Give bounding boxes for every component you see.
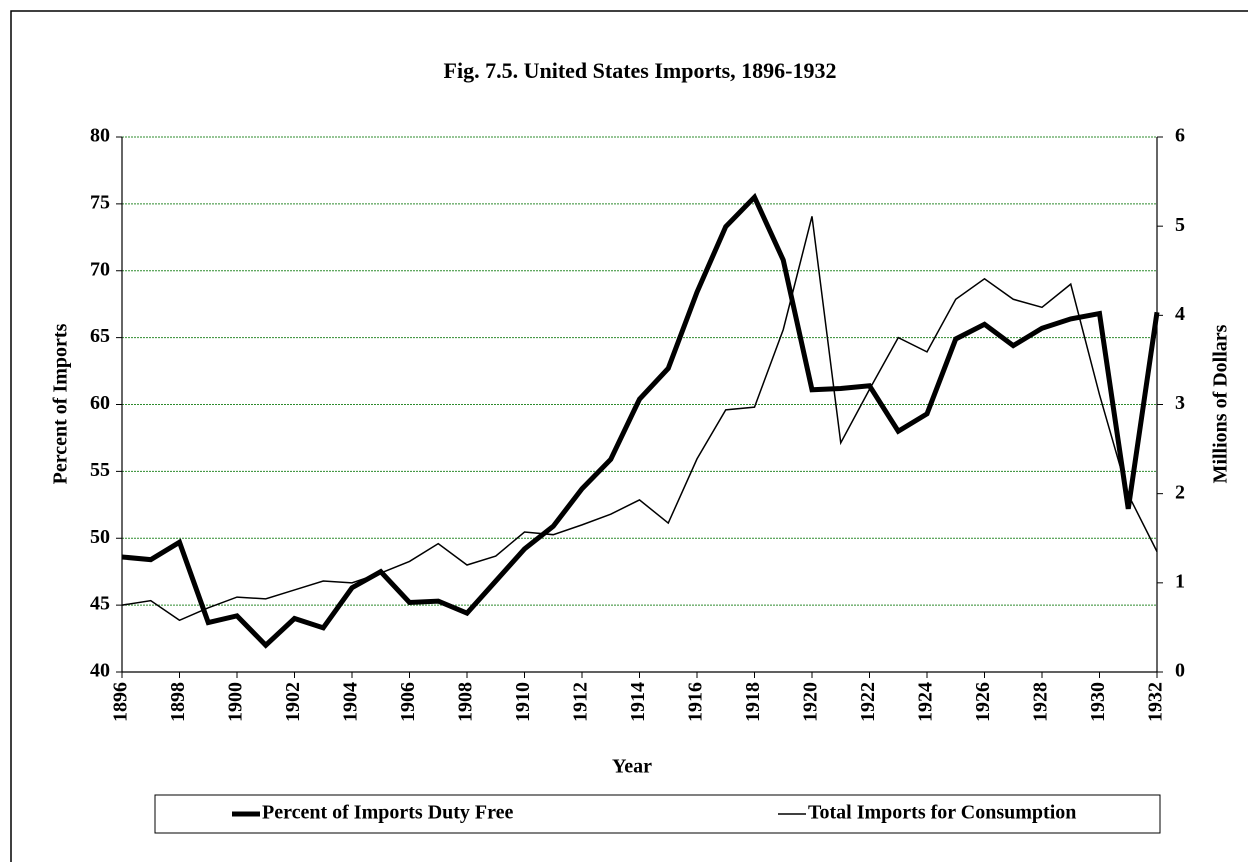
chart-frame (10, 10, 1248, 866)
x-tick-label: 1912 (570, 682, 592, 722)
x-tick-label: 1930 (1087, 682, 1109, 722)
x-tick-label: 1918 (742, 682, 764, 722)
y-tick-label: 70 (90, 258, 110, 280)
x-tick-label: 1916 (685, 682, 707, 722)
x-tick-label: 1920 (800, 682, 822, 722)
y-tick-label: 45 (90, 593, 110, 615)
x-tick-label: 1922 (857, 682, 879, 722)
y-tick-label: 50 (90, 526, 110, 548)
y2-tick-label: 5 (1175, 214, 1185, 236)
chart-title: Fig. 7.5. United States Imports, 1896-19… (444, 58, 837, 83)
legend-box (154, 794, 1161, 834)
x-tick-label: 1904 (340, 682, 362, 722)
y-tick-label: 60 (90, 392, 110, 414)
x-tick-label: 1898 (167, 682, 189, 722)
y2-tick-label: 0 (1175, 660, 1185, 682)
x-tick-label: 1928 (1030, 682, 1052, 722)
y-tick-label: 40 (90, 660, 110, 682)
x-tick-label: 1910 (512, 682, 534, 722)
x-tick-label: 1914 (627, 682, 649, 722)
x-axis-title: Year (612, 756, 652, 778)
y2-tick-label: 3 (1175, 392, 1185, 414)
legend-label: Total Imports for Consumption (808, 802, 1076, 824)
data-line (121, 192, 1160, 649)
x-tick-label: 1926 (972, 682, 994, 722)
y-axis-title: Percent of Imports (50, 323, 72, 484)
x-tick-label: 1902 (282, 682, 304, 722)
x-tick-label: 1932 (1145, 682, 1167, 722)
y2-axis-title: Millions of Dollars (1210, 324, 1232, 483)
legend-label: Percent of Imports Duty Free (262, 802, 514, 824)
y-tick-label: 65 (90, 325, 110, 347)
x-tick-label: 1900 (225, 682, 247, 722)
x-tick-label: 1924 (915, 682, 937, 722)
y-tick-label: 55 (90, 459, 110, 481)
y-tick-label: 75 (90, 191, 110, 213)
data-line (121, 216, 1158, 622)
y2-tick-label: 2 (1175, 481, 1185, 503)
y-tick-label: 80 (90, 125, 110, 147)
y2-tick-label: 1 (1175, 570, 1185, 592)
x-tick-label: 1908 (455, 682, 477, 722)
x-tick-label: 1906 (397, 682, 419, 722)
x-tick-label: 1896 (110, 682, 132, 722)
y2-tick-label: 4 (1175, 303, 1185, 325)
y2-tick-label: 6 (1175, 125, 1185, 147)
